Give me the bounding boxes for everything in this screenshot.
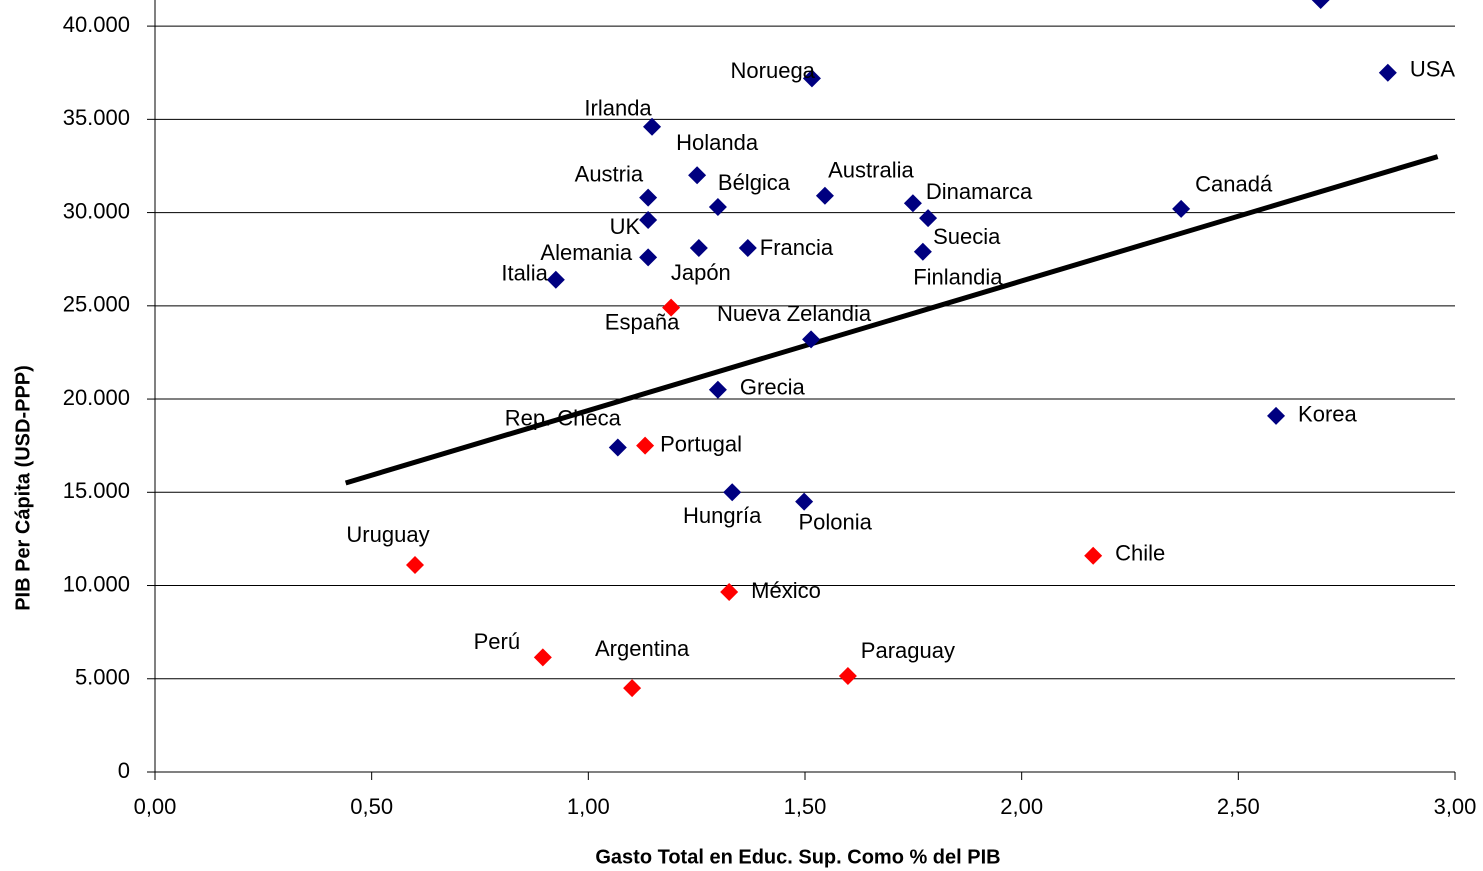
point-label: Paraguay bbox=[861, 638, 955, 663]
point-label: UK bbox=[610, 214, 641, 239]
point-label: USA bbox=[1410, 57, 1456, 82]
point bbox=[689, 239, 708, 258]
point bbox=[1378, 63, 1397, 82]
point bbox=[546, 270, 565, 289]
x-tick-label: 0,50 bbox=[350, 794, 393, 819]
point bbox=[919, 209, 938, 228]
point bbox=[1311, 0, 1330, 9]
point bbox=[639, 211, 658, 230]
y-tick-label: 35.000 bbox=[63, 105, 130, 130]
point bbox=[815, 186, 834, 205]
point-label: Suecia bbox=[933, 224, 1001, 249]
point-label: Korea bbox=[1298, 402, 1357, 427]
point-label: Holanda bbox=[676, 130, 759, 155]
x-tick-label: 1,00 bbox=[567, 794, 610, 819]
point bbox=[802, 69, 821, 88]
point-label: Polonia bbox=[798, 509, 872, 534]
point bbox=[406, 556, 424, 575]
point-label: Hungría bbox=[683, 503, 762, 528]
y-tick-label: 5.000 bbox=[75, 665, 130, 690]
x-axis-title: Gasto Total en Educ. Sup. Como % del PIB bbox=[595, 846, 1000, 868]
point-label: Japón bbox=[671, 260, 731, 285]
point-label: Nueva Zelandia bbox=[717, 301, 872, 326]
point bbox=[662, 298, 681, 317]
x-tick-label: 2,50 bbox=[1217, 794, 1260, 819]
point bbox=[636, 436, 655, 455]
point-label: Alemania bbox=[540, 240, 632, 265]
point bbox=[720, 583, 739, 602]
y-tick-label: 10.000 bbox=[63, 571, 130, 596]
point bbox=[1172, 199, 1191, 218]
point-label: Noruega bbox=[731, 58, 816, 83]
point bbox=[1267, 406, 1286, 425]
point bbox=[1084, 546, 1103, 565]
point-label: Austria bbox=[575, 161, 644, 186]
point bbox=[533, 648, 552, 667]
point-label: Perú bbox=[474, 629, 520, 654]
point-label: Dinamarca bbox=[926, 179, 1033, 204]
point bbox=[913, 242, 932, 261]
point-label: Rep. Checa bbox=[505, 405, 622, 430]
point-label: Argentina bbox=[595, 636, 690, 661]
y-tick-label: 15.000 bbox=[63, 478, 130, 503]
y-tick-label: 20.000 bbox=[63, 385, 130, 410]
y-axis-title: PIB Per Cápita (USD-PPP) bbox=[12, 365, 34, 611]
point bbox=[688, 166, 707, 185]
point-label: Bélgica bbox=[718, 170, 791, 195]
point-label: Irlanda bbox=[584, 96, 652, 121]
point bbox=[708, 197, 727, 216]
point bbox=[795, 492, 814, 511]
point-label: Francia bbox=[760, 235, 834, 260]
point-label: Italia bbox=[501, 261, 548, 286]
point bbox=[639, 248, 658, 267]
point-label: Australia bbox=[828, 158, 914, 183]
point bbox=[639, 188, 658, 207]
x-tick-label: 0,00 bbox=[134, 794, 177, 819]
y-tick-label: 25.000 bbox=[63, 292, 130, 317]
point-label: Finlandia bbox=[913, 265, 1003, 290]
y-tick-label: 40.000 bbox=[63, 12, 130, 37]
point-label: Chile bbox=[1115, 541, 1165, 566]
point-label: Grecia bbox=[740, 375, 806, 400]
point bbox=[903, 194, 922, 213]
point-label: España bbox=[605, 309, 680, 334]
x-tick-label: 2,00 bbox=[1000, 794, 1043, 819]
point-label: Canadá bbox=[1195, 172, 1273, 197]
point bbox=[838, 666, 857, 685]
point bbox=[643, 117, 662, 136]
trendline bbox=[344, 154, 1439, 486]
y-tick-label: 0 bbox=[118, 758, 130, 783]
point bbox=[708, 380, 727, 399]
x-tick-label: 1,50 bbox=[784, 794, 827, 819]
y-tick-label: 30.000 bbox=[63, 198, 130, 223]
point bbox=[723, 483, 742, 502]
point-label: Portugal bbox=[660, 431, 742, 456]
point bbox=[608, 438, 627, 457]
point-label: Uruguay bbox=[346, 522, 429, 547]
point-label: México bbox=[751, 578, 821, 603]
x-tick-label: 3,00 bbox=[1434, 794, 1477, 819]
point bbox=[738, 239, 757, 258]
point bbox=[623, 679, 642, 698]
point bbox=[802, 330, 821, 349]
